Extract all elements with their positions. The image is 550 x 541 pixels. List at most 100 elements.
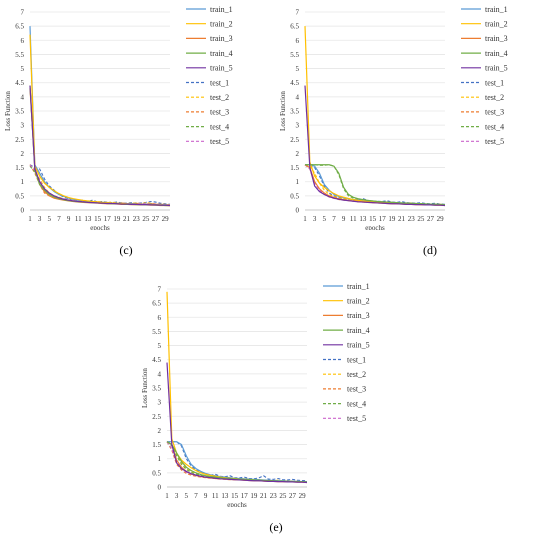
x-tick-label: 29 <box>437 215 445 223</box>
series-line-test-3 <box>166 441 307 483</box>
y-tick-label: 2 <box>158 427 162 435</box>
y-tick-labels: 0 0.5 1 1.5 2 2.5 3 3.5 4 4.5 5 5.5 6 6.5 7 <box>290 9 299 215</box>
x-tick-label: 1 <box>303 215 307 223</box>
series-line-train-4 <box>166 441 308 483</box>
y-tick-label: 3 <box>296 122 300 130</box>
x-tick-label: 27 <box>152 215 160 223</box>
y-tick-label: 6.5 <box>15 23 24 31</box>
caption-c: (c) <box>119 243 133 257</box>
x-axis-title: epochs <box>227 501 247 507</box>
x-tick-label: 7 <box>332 215 336 223</box>
x-tick-labels: 1 3 5 7 9 11 13 15 17 19 21 23 25 27 29 <box>165 492 306 500</box>
x-tick-label: 23 <box>408 215 416 223</box>
y-tick-label: 1 <box>296 178 300 186</box>
x-tick-label: 25 <box>279 492 287 500</box>
series-line-test-2 <box>166 441 307 483</box>
y-tick-label: 7 <box>296 9 300 17</box>
series-line-test-1 <box>305 164 446 205</box>
legend-label-test-3: test_3 <box>347 385 366 394</box>
legend-label-train-1: train_1 <box>347 282 370 291</box>
y-tick-label: 0.5 <box>290 192 299 200</box>
y-axis-title: Loss Function <box>141 368 149 408</box>
series-line-train-2 <box>166 291 308 483</box>
series-line-test-5 <box>29 164 170 206</box>
x-tick-label: 15 <box>231 492 239 500</box>
series-line-test-5 <box>166 441 308 483</box>
y-tick-label: 2 <box>296 150 300 158</box>
y-tick-label: 6 <box>296 37 300 45</box>
series-line-test-4 <box>29 165 171 206</box>
series-line-train-5 <box>166 362 308 484</box>
y-tick-label: 5.5 <box>152 328 161 336</box>
series-line-train-1 <box>305 164 446 206</box>
legend-label-test-4: test_4 <box>485 122 504 131</box>
legend-label-test-1: test_1 <box>485 78 504 87</box>
x-tick-label: 19 <box>388 215 396 223</box>
legend-label-train-5: train_5 <box>347 341 370 350</box>
x-tick-label: 5 <box>48 215 52 223</box>
legend-label-train-2: train_2 <box>347 297 370 306</box>
series-line-test-3 <box>29 164 171 206</box>
y-tick-label: 2.5 <box>15 136 24 144</box>
x-tick-label: 23 <box>270 492 278 500</box>
x-tick-label: 27 <box>427 215 435 223</box>
series-lines <box>304 26 446 207</box>
y-tick-label: 0.5 <box>152 469 161 477</box>
y-tick-labels: 0 0.5 1 1.5 2 2.5 3 3.5 4 4.5 5 5.5 6 6.5 7 <box>15 9 24 215</box>
x-tick-label: 5 <box>185 492 189 500</box>
y-tick-label: 5 <box>158 342 162 350</box>
y-tick-label: 0 <box>158 484 162 492</box>
x-tick-label: 11 <box>212 492 219 500</box>
series-line-test-1 <box>167 441 308 482</box>
series-line-test-2 <box>304 164 446 206</box>
series-line-train-2 <box>304 26 445 206</box>
x-tick-label: 1 <box>165 492 169 500</box>
x-tick-label: 23 <box>133 215 141 223</box>
y-tick-label: 4 <box>21 93 25 101</box>
x-tick-label: 11 <box>75 215 82 223</box>
legend-label-test-2: test_2 <box>485 93 504 102</box>
y-tick-label: 7 <box>21 9 25 17</box>
grid-lines <box>30 11 170 211</box>
series-line-train-4 <box>305 164 445 206</box>
y-tick-label: 2 <box>21 150 25 158</box>
legend-label-train-2: train_2 <box>485 20 508 29</box>
y-tick-label: 2.5 <box>290 136 299 144</box>
x-tick-label: 5 <box>323 215 327 223</box>
y-tick-label: 4 <box>296 93 300 101</box>
series-line-train-5 <box>304 85 446 207</box>
chart-panel-c: 00.511.522.533.544.555.566.571 3 5 7 9 11 13 15… <box>4 5 233 230</box>
y-tick-label: 3.5 <box>152 385 161 393</box>
y-tick-label: 3.5 <box>15 108 24 116</box>
y-tick-label: 6 <box>21 37 25 45</box>
x-tick-label: 9 <box>67 215 71 223</box>
y-tick-label: 5 <box>21 65 25 73</box>
x-tick-label: 29 <box>162 215 170 223</box>
y-tick-label: 2.5 <box>152 413 161 421</box>
chart-panel-e: 00.511.522.533.544.555.566.571 3 5 7 9 11 13 15… <box>141 282 370 507</box>
y-tick-label: 6 <box>158 314 162 322</box>
x-tick-label: 13 <box>84 215 92 223</box>
legend: train_1 train_2 train_3 train_4 train_5 test_… <box>186 5 233 146</box>
x-tick-label: 13 <box>359 215 367 223</box>
x-tick-label: 21 <box>260 492 268 500</box>
legend-label-test-1: test_1 <box>210 78 229 87</box>
legend: train_1 train_2 train_3 train_4 train_5 test_… <box>461 5 508 146</box>
legend-label-train-3: train_3 <box>347 311 370 320</box>
legend-label-test-5: test_5 <box>347 414 366 423</box>
y-tick-label: 3.5 <box>290 108 299 116</box>
y-tick-label: 1.5 <box>290 164 299 172</box>
series-line-train-1 <box>167 441 307 483</box>
y-tick-label: 1.5 <box>152 441 161 449</box>
legend-label-test-3: test_3 <box>210 108 229 117</box>
x-tick-label: 7 <box>194 492 198 500</box>
legend-label-test-4: test_4 <box>210 122 229 131</box>
x-tick-labels: 1 3 5 7 9 11 13 15 17 19 21 23 25 27 29 <box>303 215 444 223</box>
y-tick-label: 1 <box>158 455 162 463</box>
grid-lines <box>305 11 445 211</box>
x-tick-label: 29 <box>299 492 307 500</box>
x-tick-label: 27 <box>289 492 297 500</box>
legend-label-train-4: train_4 <box>485 49 508 58</box>
x-tick-label: 15 <box>94 215 102 223</box>
